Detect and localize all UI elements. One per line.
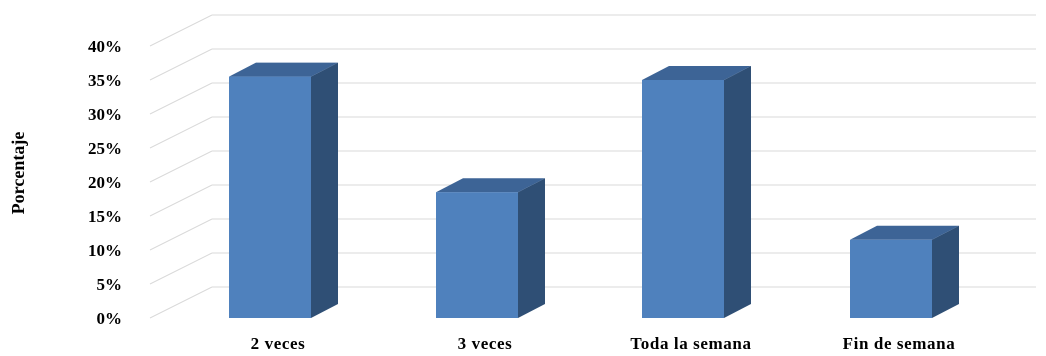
bar-top-face (850, 225, 959, 240)
y-tick-label: 25% (88, 139, 122, 158)
gridline-diagonal (149, 184, 213, 217)
x-axis-categories: 2 veces 3 veces Toda la semana Fin de seman… (251, 334, 956, 353)
bar-front-face (850, 239, 932, 318)
x-category-label: 3 veces (458, 334, 513, 353)
y-tick-label: 40% (88, 37, 122, 56)
bar-top-face (229, 62, 338, 77)
bar-front-face (436, 192, 518, 318)
gridline-diagonal (149, 218, 213, 251)
x-category-label: Toda la semana (630, 334, 751, 353)
bar-4 (850, 225, 959, 318)
bar-top-face (436, 178, 545, 193)
y-tick-label: 5% (97, 275, 123, 294)
bar-top-face (642, 66, 751, 80)
gridline-diagonal (149, 116, 213, 149)
gridline-diagonal (149, 82, 213, 115)
gridline-diagonal (149, 286, 213, 319)
bar-side-face (932, 225, 959, 318)
y-tick-label: 0% (97, 309, 123, 328)
bars (229, 62, 959, 318)
bar-front-face (642, 80, 724, 318)
y-tick-label: 35% (88, 71, 122, 90)
y-tick-label: 15% (88, 207, 122, 226)
bar-side-face (518, 178, 545, 318)
y-axis-title: Porcentaje (8, 132, 28, 215)
bar-3 (642, 66, 751, 318)
bar-1 (229, 62, 338, 318)
gridline-diagonal (149, 252, 213, 285)
x-category-label: Fin de semana (843, 334, 956, 353)
bar-front-face (229, 76, 311, 318)
x-category-label: 2 veces (251, 334, 306, 353)
gridline-diagonal (149, 14, 213, 47)
y-tick-label: 20% (88, 173, 122, 192)
y-tick-label: 30% (88, 105, 122, 124)
y-tick-label: 10% (88, 241, 122, 260)
gridlines (149, 14, 1036, 319)
bar-2 (436, 178, 545, 318)
bar-side-face (311, 62, 338, 318)
gridline-diagonal (149, 150, 213, 183)
bar-side-face (724, 66, 751, 318)
gridline-diagonal (149, 48, 213, 81)
y-axis-ticks: 0% 5% 10% 15% 20% 25% 30% 35% 40% (88, 37, 122, 328)
